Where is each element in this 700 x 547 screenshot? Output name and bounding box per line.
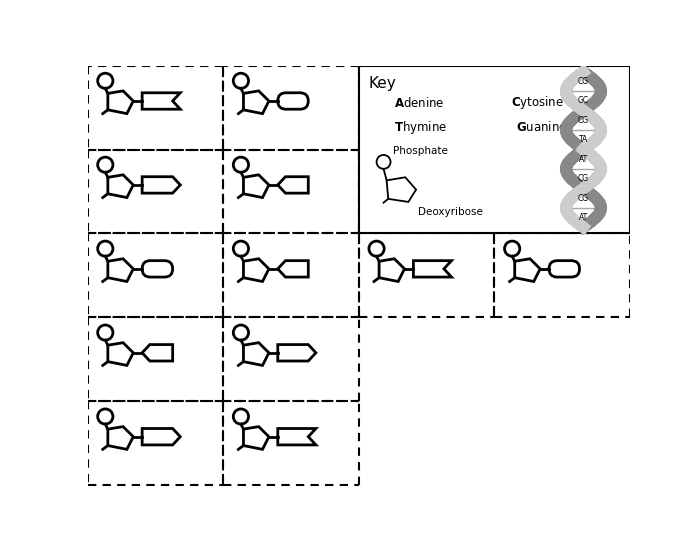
Text: CG: CG (578, 194, 589, 203)
Text: $\mathbf{G}$uanine: $\mathbf{G}$uanine (516, 120, 567, 134)
Text: CG: CG (578, 116, 589, 125)
Text: Deoxyribose: Deoxyribose (419, 207, 483, 217)
Text: $\mathbf{T}$hymine: $\mathbf{T}$hymine (393, 119, 447, 136)
Text: GC: GC (578, 96, 589, 106)
Text: TA: TA (579, 135, 588, 144)
Polygon shape (358, 66, 630, 234)
Text: Key: Key (368, 77, 395, 91)
Text: AT: AT (579, 213, 588, 222)
Text: AT: AT (579, 155, 588, 164)
Text: Phosphate: Phosphate (393, 146, 448, 156)
Text: CG: CG (578, 77, 589, 86)
Text: $\mathbf{C}$ytosine: $\mathbf{C}$ytosine (512, 94, 564, 111)
Text: CG: CG (578, 174, 589, 183)
Text: $\mathbf{A}$denine: $\mathbf{A}$denine (393, 96, 444, 109)
